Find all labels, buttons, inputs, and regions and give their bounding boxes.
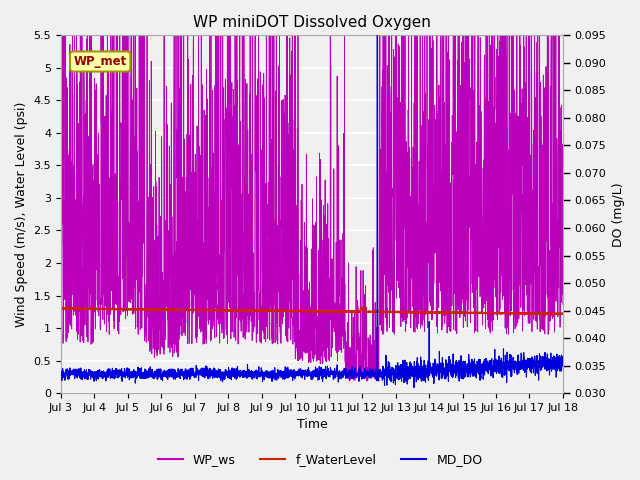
Title: WP miniDOT Dissolved Oxygen: WP miniDOT Dissolved Oxygen <box>193 15 431 30</box>
Y-axis label: Wind Speed (m/s), Water Level (psi): Wind Speed (m/s), Water Level (psi) <box>15 102 28 327</box>
Text: WP_met: WP_met <box>74 55 127 68</box>
X-axis label: Time: Time <box>296 419 327 432</box>
Y-axis label: DO (mg/L): DO (mg/L) <box>612 182 625 247</box>
Legend: WP_ws, f_WaterLevel, MD_DO: WP_ws, f_WaterLevel, MD_DO <box>152 448 488 471</box>
